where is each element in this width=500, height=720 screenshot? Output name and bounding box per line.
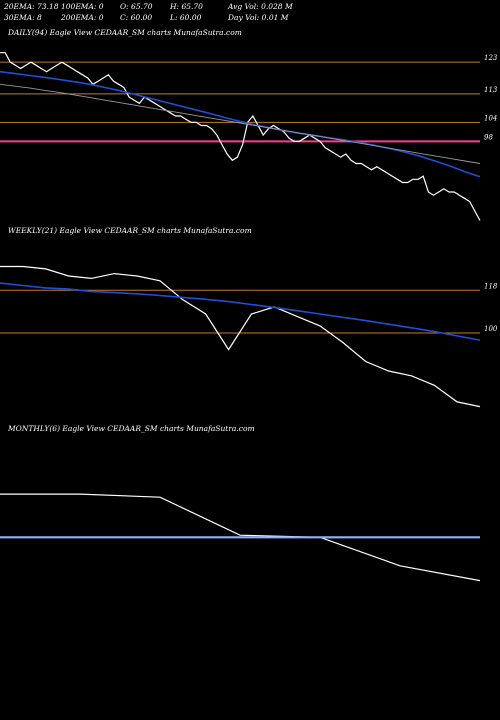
day-volume: Day Vol: 0.01 M [228, 13, 289, 22]
daily-tick-label: 113 [484, 86, 498, 94]
weekly-tick-label: 118 [484, 282, 498, 290]
daily-chart-title: DAILY(94) Eagle View CEDAAR_SM charts Mu… [8, 28, 242, 37]
avg-volume: Avg Vol: 0.028 M [228, 2, 293, 11]
weekly-price-line [0, 265, 481, 408]
ema100-label: 100EMA: 0 [61, 2, 104, 11]
open-price: O: 65.70 [120, 2, 153, 11]
high-price: H: 65.70 [170, 2, 203, 11]
weekly-chart-title: WEEKLY(21) Eagle View CEDAAR_SM charts M… [8, 226, 252, 235]
weekly-ma-blue-line [0, 282, 481, 341]
daily-tick-label: 104 [484, 114, 497, 122]
ema20-label: 20EMA: 73.18 [4, 2, 59, 11]
ema30-label: 30EMA: 8 [4, 13, 42, 22]
daily-price-line [0, 52, 481, 221]
ema200-label: 200EMA: 0 [61, 13, 104, 22]
close-price: C: 60.00 [120, 13, 153, 22]
low-price: L: 60.00 [170, 13, 202, 22]
monthly-price-line [0, 493, 481, 582]
weekly-tick-label: 100 [484, 325, 498, 333]
daily-tick-label: 98 [484, 133, 493, 141]
daily-ma-gray-line [0, 83, 481, 164]
monthly-chart-title: MONTHLY(6) Eagle View CEDAAR_SM charts M… [8, 424, 255, 433]
daily-tick-label: 123 [484, 54, 498, 62]
daily-ma-blue-line [0, 70, 481, 178]
